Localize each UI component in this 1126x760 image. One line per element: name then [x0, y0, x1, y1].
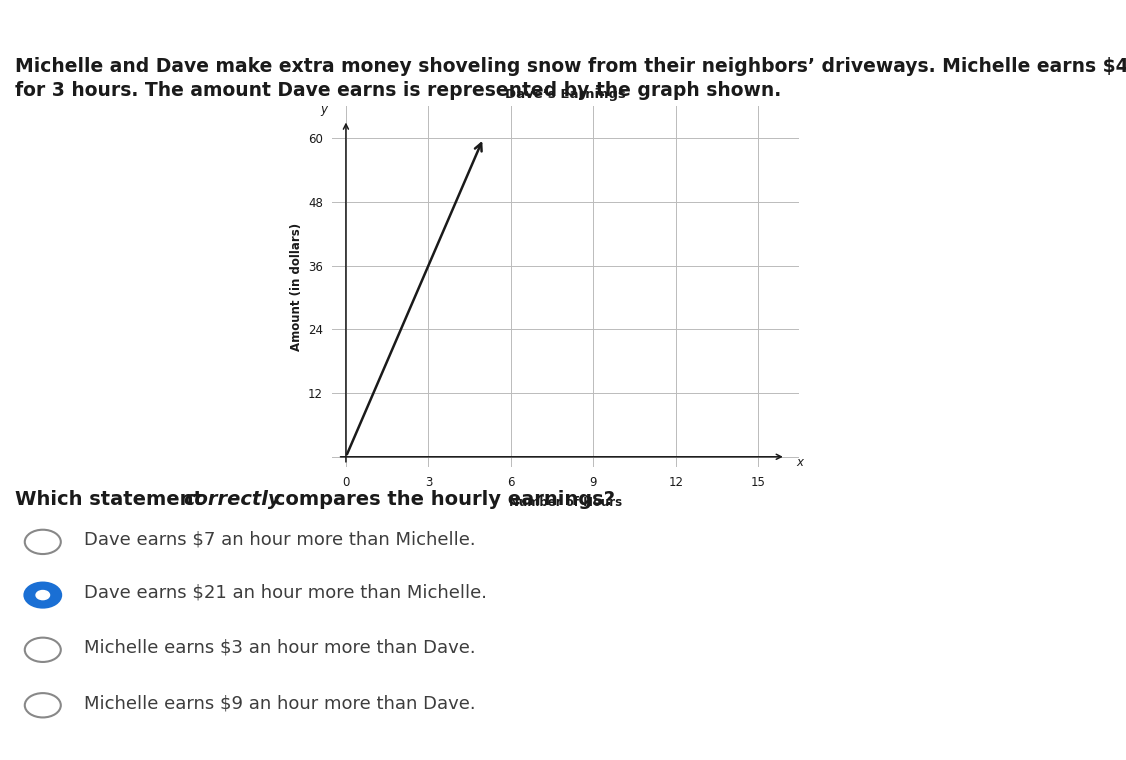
Text: Dave earns $21 an hour more than Michelle.: Dave earns $21 an hour more than Michell… — [84, 584, 488, 602]
Text: compares the hourly earnings?: compares the hourly earnings? — [267, 490, 615, 509]
Text: Dave earns $7 an hour more than Michelle.: Dave earns $7 an hour more than Michelle… — [84, 530, 476, 549]
X-axis label: Number of Hours: Number of Hours — [509, 496, 623, 509]
Text: y: y — [321, 103, 328, 116]
Text: Michelle earns $9 an hour more than Dave.: Michelle earns $9 an hour more than Dave… — [84, 694, 476, 712]
Text: correctly: correctly — [184, 490, 282, 509]
Text: Michelle earns $3 an hour more than Dave.: Michelle earns $3 an hour more than Dave… — [84, 638, 476, 657]
Text: Michelle and Dave make extra money shoveling snow from their neighbors’ driveway: Michelle and Dave make extra money shove… — [15, 57, 1126, 76]
Title: Dave’s Earnings: Dave’s Earnings — [506, 88, 626, 101]
Text: for 3 hours. The amount Dave earns is represented by the graph shown.: for 3 hours. The amount Dave earns is re… — [15, 81, 781, 100]
Text: x: x — [796, 455, 803, 469]
Y-axis label: Amount (in dollars): Amount (in dollars) — [289, 223, 303, 351]
Text: Which statement: Which statement — [15, 490, 209, 509]
